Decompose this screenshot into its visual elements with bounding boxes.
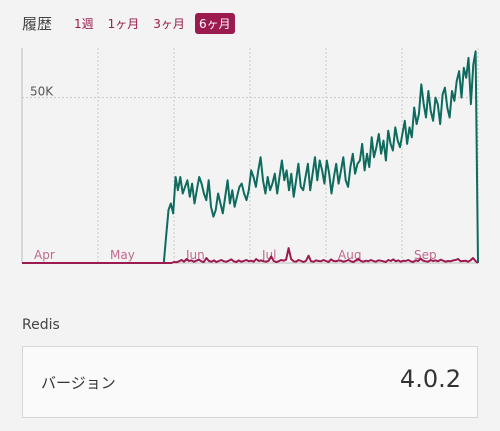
version-label: バージョン (41, 374, 116, 392)
history-chart: 50K Apr May Jun Jul Aug Sep (0, 40, 500, 270)
x-tick-label: Apr (34, 248, 55, 262)
tab-3-months[interactable]: 3ヶ月 (153, 16, 185, 31)
x-tick-label: Jun (185, 248, 205, 262)
tab-1-month[interactable]: 1ヶ月 (107, 16, 140, 31)
x-tick-label: Aug (338, 248, 361, 262)
tab-6-months[interactable]: 6ヶ月 (194, 12, 235, 34)
version-card: バージョン 4.0.2 (22, 346, 478, 418)
tab-1-week[interactable]: 1週 (74, 16, 94, 31)
history-title: 履歴 (22, 14, 53, 33)
x-tick-label: May (110, 248, 135, 262)
series-line-1 (22, 247, 479, 264)
range-tabs: 1週 1ヶ月 3ヶ月 6ヶ月 (70, 12, 235, 34)
section-title: Redis (22, 317, 60, 333)
version-value: 4.0.2 (399, 365, 461, 393)
y-tick-label: 50K (30, 85, 54, 99)
history-header: 履歴 1週 1ヶ月 3ヶ月 6ヶ月 (22, 10, 235, 36)
